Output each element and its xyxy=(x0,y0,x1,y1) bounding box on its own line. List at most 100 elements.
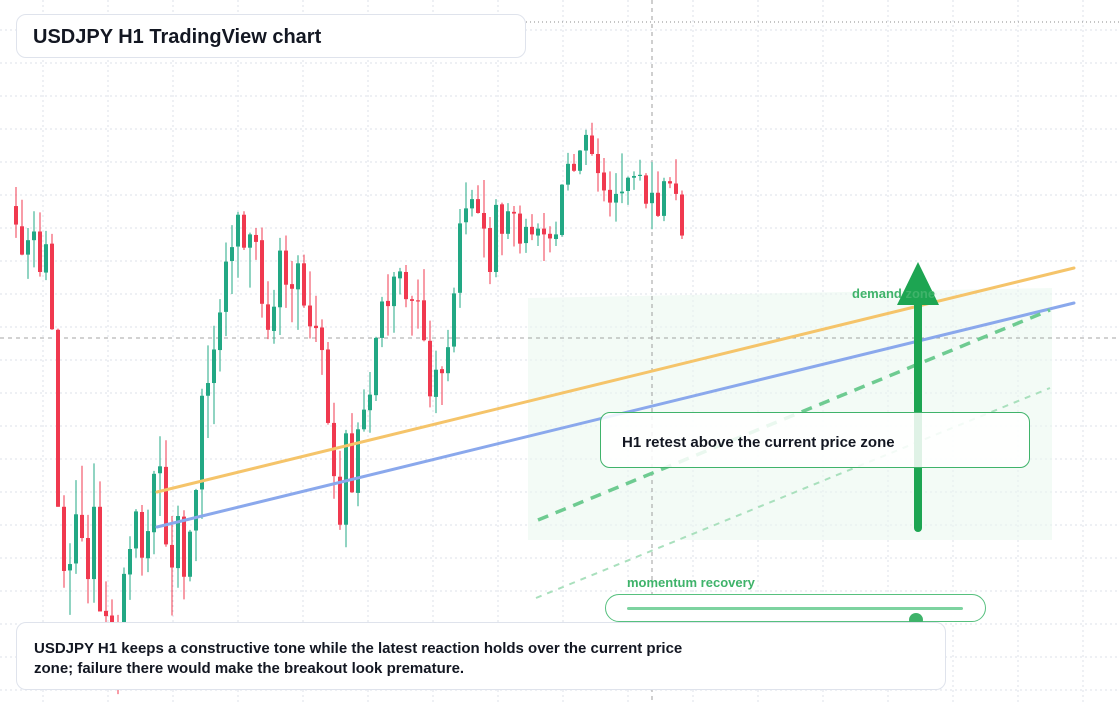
candle-body xyxy=(578,150,582,171)
candle-body xyxy=(278,250,282,308)
candle-body xyxy=(668,181,672,184)
candle-body xyxy=(500,204,504,234)
candle xyxy=(464,182,468,235)
candle xyxy=(164,440,168,547)
candle xyxy=(326,341,330,425)
candle-body xyxy=(98,506,102,612)
candle-body xyxy=(212,349,216,384)
candle-body xyxy=(368,394,372,411)
candle-body xyxy=(254,234,258,242)
candle xyxy=(674,159,678,201)
candle-body xyxy=(482,212,486,229)
candle-body xyxy=(170,544,174,568)
candle xyxy=(158,436,162,517)
candle xyxy=(26,228,30,279)
candle xyxy=(458,208,462,308)
candle xyxy=(134,509,138,558)
candle xyxy=(302,254,306,308)
up-arrow-head-icon xyxy=(897,262,939,305)
candle-body xyxy=(392,276,396,307)
candle-body xyxy=(122,573,126,659)
candle-body xyxy=(146,531,150,559)
candle xyxy=(572,154,576,172)
candle xyxy=(632,171,636,190)
candle xyxy=(428,320,432,408)
candle-body xyxy=(290,284,294,289)
candle-body xyxy=(152,473,156,533)
candle xyxy=(608,171,612,217)
candle-body xyxy=(536,228,540,236)
candle-body xyxy=(374,337,378,396)
candle-body xyxy=(62,506,66,571)
candle xyxy=(410,295,414,336)
candle-body xyxy=(626,177,630,192)
candle xyxy=(74,480,78,574)
candle-body xyxy=(650,192,654,204)
candle-body xyxy=(512,211,516,214)
candle-body xyxy=(596,154,600,174)
candle xyxy=(356,422,360,507)
candle xyxy=(200,388,204,519)
candle-body xyxy=(14,206,18,225)
candle xyxy=(86,514,90,604)
candle xyxy=(140,505,144,576)
candle xyxy=(236,211,240,278)
candle xyxy=(482,180,486,258)
candle xyxy=(20,199,24,256)
candle-body xyxy=(674,183,678,194)
candle xyxy=(542,212,546,261)
candle-body xyxy=(416,300,420,302)
candle xyxy=(248,232,252,288)
momentum-slider[interactable] xyxy=(605,594,986,627)
candle xyxy=(308,271,312,339)
candle-body xyxy=(410,299,414,301)
candle-body xyxy=(656,192,660,216)
candle-body xyxy=(452,293,456,347)
candles xyxy=(14,122,684,695)
retest-label: H1 retest above the current price zone xyxy=(622,434,895,451)
candle-body xyxy=(176,516,180,569)
candle xyxy=(614,173,618,222)
candle xyxy=(344,429,348,548)
candle-body xyxy=(158,466,162,474)
candle xyxy=(98,481,102,612)
candle-body xyxy=(344,433,348,525)
candle xyxy=(254,228,258,260)
candle xyxy=(296,255,300,330)
candle-body xyxy=(494,204,498,272)
candle-body xyxy=(380,301,384,338)
candle-body xyxy=(104,610,108,617)
candle-body xyxy=(248,234,252,248)
candle-body xyxy=(320,327,324,351)
candle-body xyxy=(350,433,354,493)
candle xyxy=(242,211,246,251)
candle-body xyxy=(308,305,312,327)
candle-body xyxy=(386,300,390,307)
candle xyxy=(272,289,276,344)
candle-body xyxy=(680,194,684,236)
candle-body xyxy=(206,383,210,396)
candle xyxy=(398,267,402,295)
candle xyxy=(416,279,420,329)
candle xyxy=(596,138,600,192)
candle-body xyxy=(92,506,96,580)
candle xyxy=(374,336,378,401)
candle xyxy=(620,153,624,204)
candle-body xyxy=(74,514,78,564)
candle xyxy=(476,185,480,214)
candle-body xyxy=(38,231,42,272)
analysis-note: USDJPY H1 keeps a constructive tone whil… xyxy=(34,640,683,677)
candle xyxy=(680,190,684,240)
candle xyxy=(170,516,174,616)
candle-body xyxy=(506,211,510,234)
candle-body xyxy=(284,250,288,285)
candle-body xyxy=(230,247,234,261)
candle xyxy=(38,212,42,277)
candle-body xyxy=(326,349,330,423)
candle-body xyxy=(470,199,474,209)
candle-body xyxy=(218,312,222,351)
candle xyxy=(68,543,72,615)
candle xyxy=(446,329,450,382)
candle-body xyxy=(260,240,264,304)
candle xyxy=(182,510,186,600)
